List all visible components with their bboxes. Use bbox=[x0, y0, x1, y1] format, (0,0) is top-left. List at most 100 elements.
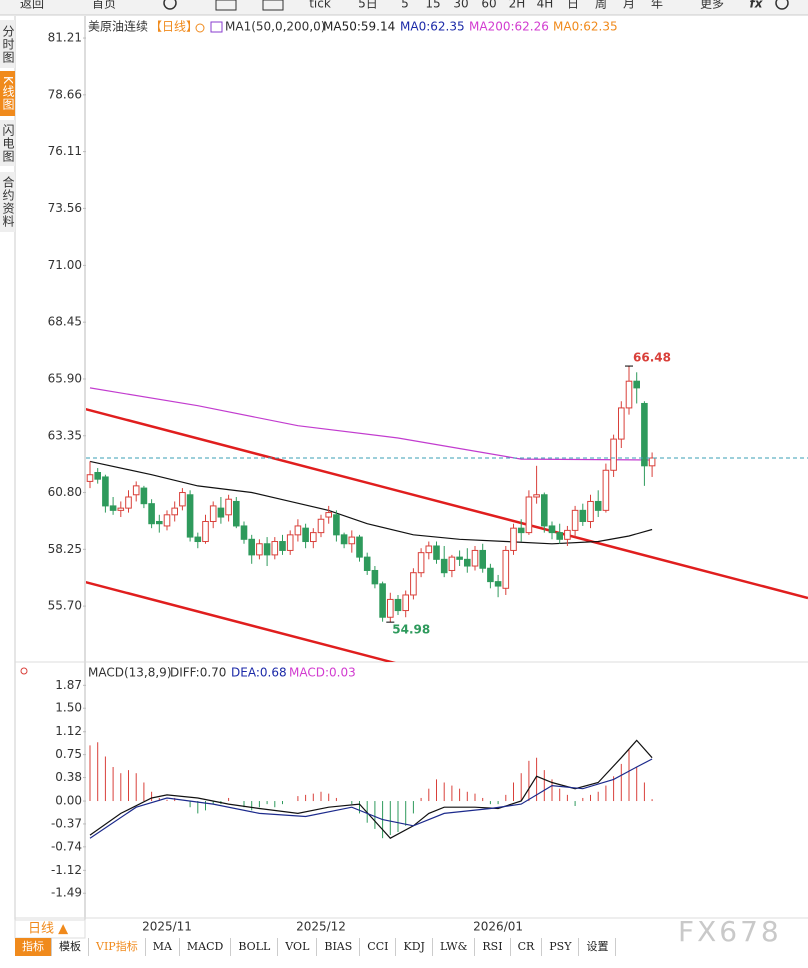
y-tick-label: 63.35 bbox=[48, 428, 82, 442]
y-tick-label: 0.75 bbox=[55, 747, 82, 761]
indicator-button[interactable]: 设置 bbox=[579, 938, 617, 956]
zoom-icon[interactable] bbox=[775, 0, 789, 10]
toolbar-button[interactable]: tick bbox=[309, 0, 331, 11]
y-tick-label: 65.90 bbox=[48, 371, 82, 385]
legend-item: MA0:62.35 bbox=[553, 20, 618, 34]
candle-body bbox=[163, 514, 171, 527]
candle-body bbox=[348, 536, 356, 545]
toolbar-button[interactable]: 年 bbox=[651, 0, 663, 11]
y-tick-label: 76.11 bbox=[48, 144, 82, 158]
candle-body bbox=[179, 492, 186, 507]
side-tab[interactable]: K线图 bbox=[0, 71, 15, 116]
toolbar: 返回 首页 tick 5日 5 15 30 60 2H 4H 日 周 月 年 更… bbox=[20, 0, 789, 11]
toolbar-button[interactable]: 日 bbox=[567, 0, 579, 11]
candle-body bbox=[517, 527, 525, 534]
indicator-button[interactable]: BOLL bbox=[231, 938, 279, 956]
settings-icon[interactable] bbox=[195, 23, 205, 33]
indicator-button[interactable]: RSI bbox=[475, 938, 511, 956]
candle-body bbox=[94, 471, 102, 480]
candle-body bbox=[456, 556, 463, 560]
candle-body bbox=[148, 503, 155, 525]
toolbar-button[interactable]: 返回 bbox=[20, 0, 44, 11]
candle-body bbox=[564, 529, 571, 540]
indicator-button[interactable]: CCI bbox=[360, 938, 397, 956]
candle-body bbox=[502, 549, 510, 589]
candle-body bbox=[610, 438, 617, 471]
toolbar-button[interactable]: 5日 bbox=[358, 0, 378, 11]
indicator-button[interactable]: KDJ bbox=[396, 938, 433, 956]
candle-body bbox=[125, 496, 132, 509]
candle-body bbox=[379, 583, 386, 618]
side-tab[interactable]: 合约资料 bbox=[0, 172, 15, 232]
toolbar-button[interactable]: 15 bbox=[425, 0, 440, 11]
toolbar-button[interactable]: 更多 bbox=[700, 0, 724, 11]
candle-body bbox=[510, 527, 517, 551]
y-tick-label: 1.87 bbox=[55, 678, 82, 692]
y-tick-label: 0.38 bbox=[55, 770, 82, 784]
candle-body bbox=[440, 558, 448, 574]
candle-body bbox=[394, 598, 402, 612]
toolbar-button[interactable]: 60 bbox=[481, 0, 496, 11]
indicator-line bbox=[89, 739, 653, 839]
y-tick-label: 81.21 bbox=[48, 31, 82, 45]
toolbar-button[interactable]: 首页 bbox=[92, 0, 116, 11]
indicator-button[interactable]: MACD bbox=[180, 938, 232, 956]
y-tick-label: 1.50 bbox=[55, 701, 82, 715]
side-tab[interactable]: 分时图 bbox=[0, 20, 15, 68]
candle-body bbox=[317, 518, 325, 534]
candle-body bbox=[279, 541, 286, 551]
toolbar-button[interactable]: 30 bbox=[453, 0, 468, 11]
indicator-button[interactable]: BIAS bbox=[317, 938, 361, 956]
candle-body bbox=[156, 520, 163, 525]
candle-body bbox=[217, 507, 225, 518]
x-tick-label: 2025/11 bbox=[142, 920, 192, 934]
y-tick-label: 55.70 bbox=[48, 599, 82, 613]
trend-lines bbox=[86, 407, 808, 662]
candle-body bbox=[387, 598, 394, 618]
indicator-button[interactable]: VIP指标 bbox=[89, 938, 146, 956]
candle-icon[interactable] bbox=[262, 0, 284, 11]
toolbar-button[interactable]: 5 bbox=[401, 0, 409, 11]
candle-body bbox=[263, 543, 271, 556]
candle-body bbox=[618, 407, 625, 440]
indicator-line bbox=[89, 387, 653, 461]
candle-body bbox=[202, 520, 209, 543]
candle-body bbox=[448, 556, 456, 571]
indicator-button[interactable]: 模板 bbox=[52, 938, 89, 956]
toolbar-button[interactable]: 4H bbox=[537, 0, 554, 11]
candle-body bbox=[625, 380, 633, 409]
watermark: FX678 bbox=[678, 915, 782, 948]
indicator-button[interactable]: PSY bbox=[542, 938, 580, 956]
y-tick-label: 78.66 bbox=[48, 87, 82, 101]
legend-item: DIFF:0.70 bbox=[170, 666, 226, 680]
y-tick-label: 68.45 bbox=[48, 315, 82, 329]
chart-icon[interactable] bbox=[215, 0, 237, 11]
indicator-button[interactable]: LW& bbox=[433, 938, 476, 956]
candle-body bbox=[240, 525, 248, 540]
side-tab[interactable]: 闪电图 bbox=[0, 120, 15, 166]
indicator-button[interactable]: VOL bbox=[278, 938, 318, 956]
y-tick-label: 58.25 bbox=[48, 542, 82, 556]
macd-legend: MACD(13,8,9) DIFF:0.70 DEA:0.68 MACD:0.0… bbox=[20, 666, 356, 680]
candle-body bbox=[294, 525, 302, 536]
y-tick-label: -0.37 bbox=[51, 816, 82, 830]
toolbar-button[interactable]: 周 bbox=[595, 0, 607, 11]
candle-body bbox=[117, 507, 125, 511]
legend-ma-settings: MA1(50,0,200,0) bbox=[225, 20, 325, 34]
candle-body bbox=[356, 536, 363, 558]
period-tab[interactable]: 日线 ▲ bbox=[28, 922, 68, 937]
candle-body bbox=[325, 512, 332, 518]
candle-body bbox=[633, 380, 641, 389]
candle-body bbox=[186, 494, 194, 538]
toolbar-button[interactable]: 2H bbox=[509, 0, 526, 11]
indicator-button[interactable]: 指标 bbox=[15, 938, 52, 956]
toolbar-button[interactable]: 月 bbox=[623, 0, 635, 11]
candle-body bbox=[556, 532, 564, 540]
refresh-icon[interactable] bbox=[163, 0, 177, 10]
toolbar-button[interactable]: fx bbox=[750, 0, 764, 11]
indicator-button[interactable]: MA bbox=[146, 938, 180, 956]
indicator-button[interactable]: CR bbox=[511, 938, 543, 956]
sun-icon[interactable] bbox=[20, 667, 28, 675]
candle-body bbox=[587, 500, 594, 522]
